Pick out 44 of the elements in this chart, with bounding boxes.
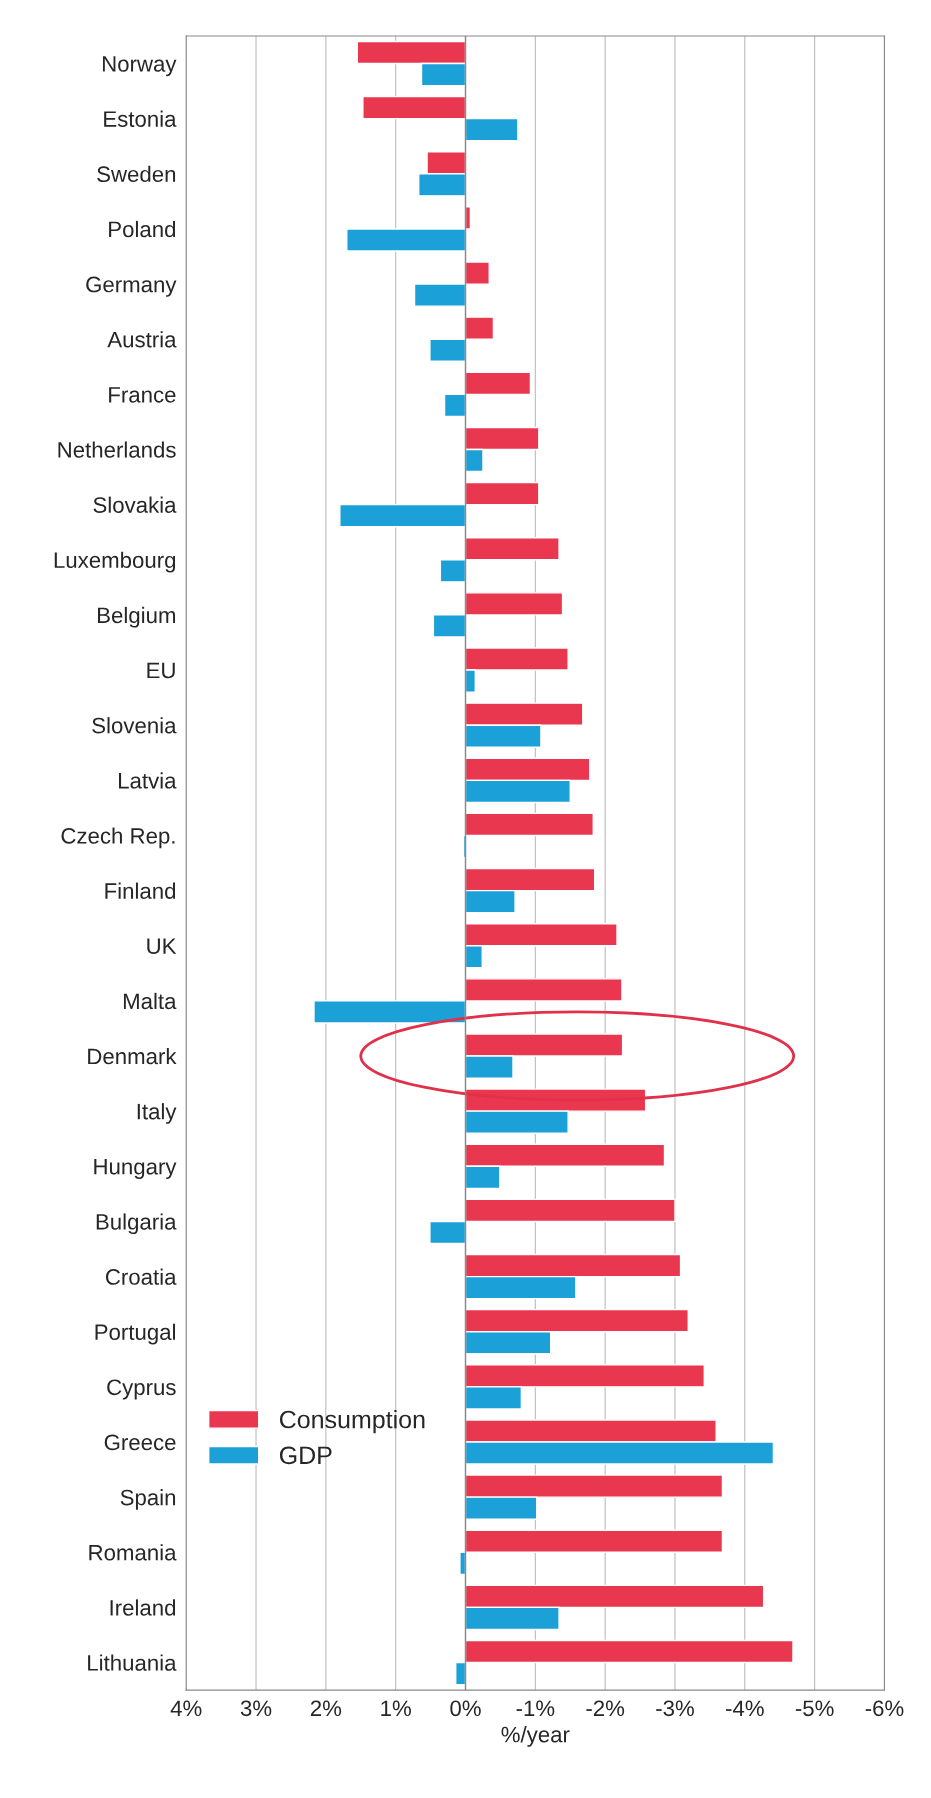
x-tick-label: -2% bbox=[586, 1700, 625, 1717]
y-tick-label: UK bbox=[147, 938, 177, 955]
legend-label: Consumption bbox=[279, 1410, 425, 1434]
y-tick-label: Romania bbox=[89, 1544, 177, 1561]
x-tick-label: 2% bbox=[310, 1700, 342, 1717]
y-tick-label: EU bbox=[147, 662, 175, 679]
x-tick-label: 3% bbox=[240, 1700, 272, 1717]
x-tick-label: -5% bbox=[795, 1700, 834, 1717]
x-tick-label: -6% bbox=[865, 1700, 904, 1717]
y-tick-label: Lithuania bbox=[88, 1654, 177, 1671]
y-tick-label: Ireland bbox=[110, 1599, 176, 1616]
y-tick-label: Poland bbox=[109, 220, 176, 238]
y-tick-label: Croatia bbox=[105, 1268, 177, 1285]
y-tick-label: Estonia bbox=[104, 110, 177, 127]
y-tick-label: Italy bbox=[137, 1103, 177, 1124]
y-tick-label: Slovakia bbox=[93, 496, 177, 513]
y-tick-label: Slovenia bbox=[92, 717, 177, 734]
y-tick-label: France bbox=[109, 387, 176, 403]
y-tick-label: Cyprus bbox=[107, 1379, 176, 1400]
y-tick-label: Denmark bbox=[88, 1047, 177, 1065]
y-tick-label: Hungary bbox=[94, 1159, 177, 1179]
x-tick-label: -1% bbox=[516, 1700, 555, 1717]
y-tick-label: Latvia bbox=[119, 772, 177, 789]
x-tick-label: -4% bbox=[726, 1700, 764, 1717]
y-tick-label: Netherlands bbox=[58, 441, 176, 458]
y-tick-label: Finland bbox=[105, 882, 176, 899]
y-tick-label: Sweden bbox=[97, 165, 176, 183]
y-tick-label: Norway bbox=[102, 56, 177, 77]
y-tick-label: Bulgaria bbox=[96, 1213, 177, 1235]
x-tick-label: -3% bbox=[656, 1700, 694, 1717]
y-tick-label: Belgium bbox=[98, 606, 176, 628]
x-tick-label: 1% bbox=[381, 1700, 411, 1717]
x-axis-title: %/year bbox=[501, 1726, 570, 1747]
y-tick-label: Malta bbox=[123, 992, 177, 1010]
y-tick-label: Greece bbox=[104, 1434, 176, 1451]
y-tick-label: Germany bbox=[86, 276, 177, 297]
y-tick-label: Luxembourg bbox=[54, 551, 176, 573]
y-tick-label: Austria bbox=[107, 331, 177, 348]
x-tick-label: 0% bbox=[450, 1700, 481, 1717]
y-tick-label: Portugal bbox=[95, 1323, 175, 1345]
y-tick-label: Czech Rep. bbox=[61, 827, 175, 849]
x-tick-label: 4% bbox=[170, 1700, 202, 1717]
legend-label: GDP bbox=[279, 1446, 332, 1465]
y-tick-label: Spain bbox=[120, 1489, 176, 1510]
